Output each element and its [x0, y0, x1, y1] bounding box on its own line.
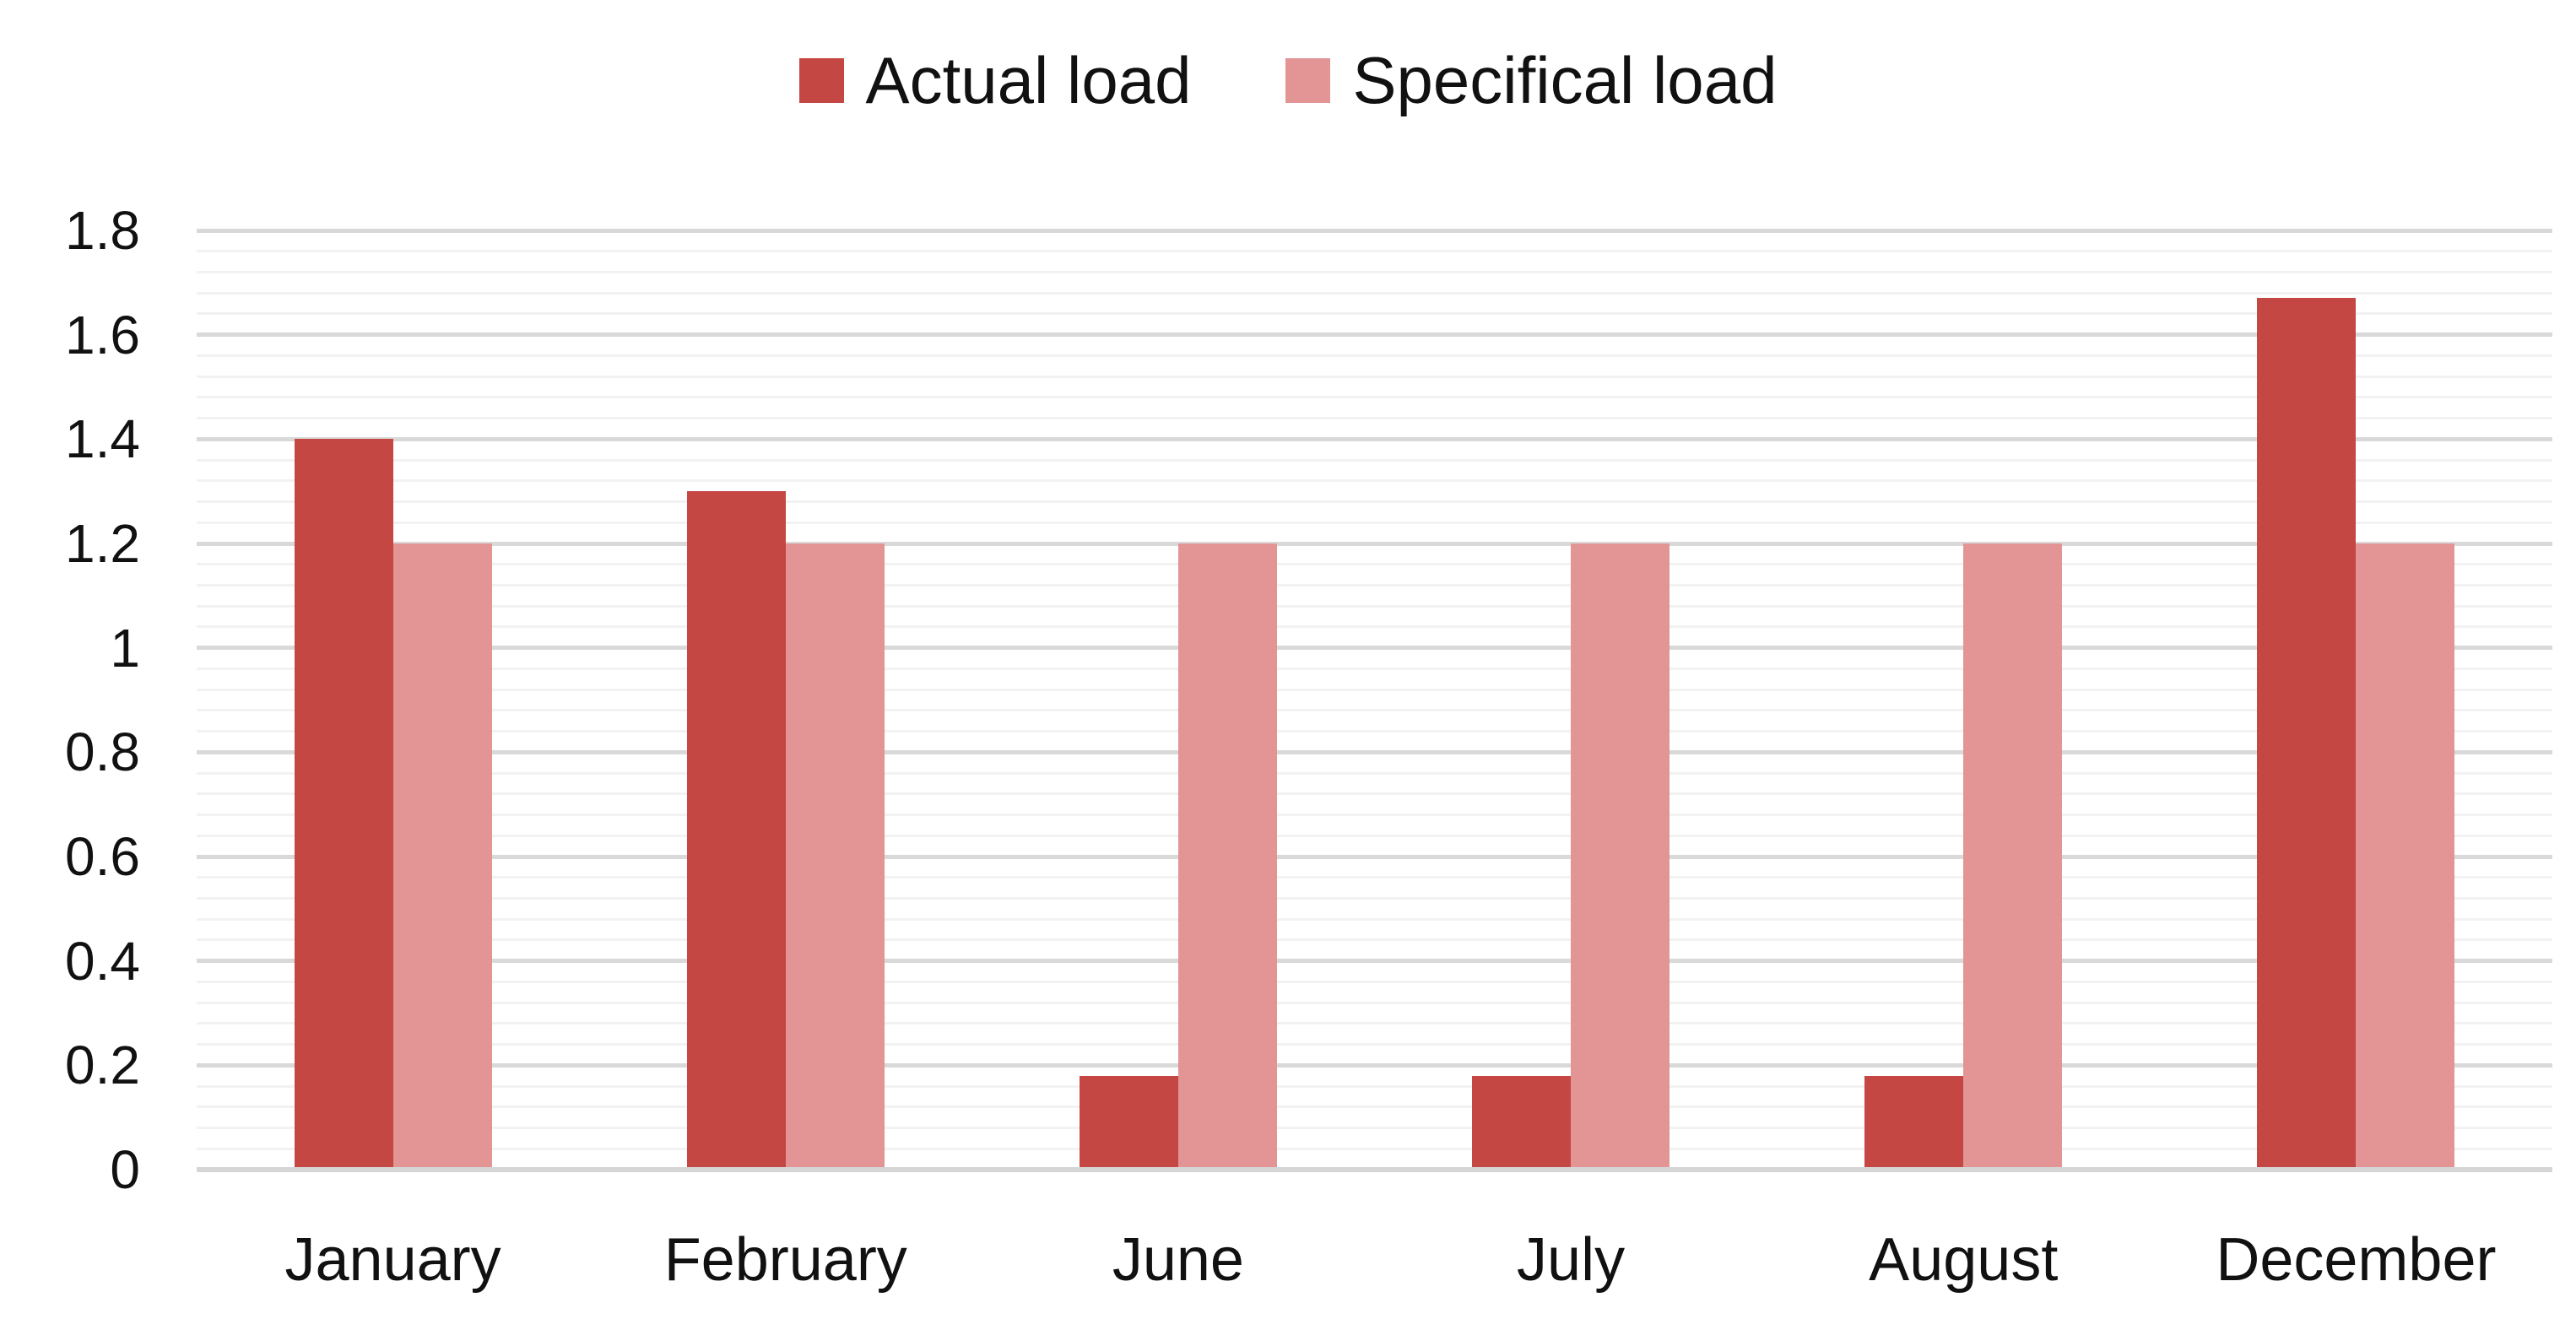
- chart-legend: Actual load Specifical load: [0, 30, 2576, 132]
- gridline-major: [197, 854, 2552, 859]
- gridline-minor: [197, 479, 2552, 483]
- bar-actual-load-january: [294, 439, 393, 1170]
- gridline-major: [197, 541, 2552, 546]
- gridline-minor: [197, 896, 2552, 900]
- gridline-minor: [197, 563, 2552, 566]
- gridline-minor: [197, 814, 2552, 817]
- gridline-minor: [197, 583, 2552, 587]
- y-tick-label-0.4: 0.4: [65, 930, 140, 992]
- legend-label-specifical-load: Specifical load: [1352, 43, 1778, 118]
- y-tick-label-1.4: 1.4: [65, 408, 140, 470]
- bar-specifical-load-january: [392, 543, 492, 1170]
- x-label-february: February: [663, 1226, 907, 1294]
- gridline-major: [197, 646, 2552, 651]
- gridline-major: [197, 959, 2552, 964]
- y-tick-label-1.2: 1.2: [65, 513, 140, 574]
- bar-specifical-load-june: [1177, 543, 1277, 1170]
- legend-item-specifical-load: Specifical load: [1285, 43, 1778, 118]
- x-label-june: June: [1112, 1226, 1244, 1294]
- gridline-minor: [197, 1084, 2552, 1088]
- gridline-minor: [197, 417, 2552, 420]
- gridline-minor: [197, 876, 2552, 879]
- gridline-minor: [197, 688, 2552, 691]
- gridline-minor: [197, 521, 2552, 524]
- gridline-minor: [197, 312, 2552, 316]
- y-tick-label-0: 0: [110, 1139, 140, 1200]
- gridline-minor: [197, 730, 2552, 733]
- gridline-minor: [197, 375, 2552, 378]
- gridline-minor: [197, 1147, 2552, 1150]
- gridline-minor: [197, 500, 2552, 504]
- gridline-minor: [197, 396, 2552, 399]
- gridline-minor: [197, 771, 2552, 775]
- gridline-minor: [197, 709, 2552, 712]
- gridline-minor: [197, 834, 2552, 837]
- y-tick-label-1.8: 1.8: [65, 200, 140, 261]
- y-tick-label-1: 1: [110, 617, 140, 678]
- bar-specifical-load-february: [785, 543, 885, 1170]
- gridline-minor: [197, 1001, 2552, 1004]
- bar-actual-load-august: [1864, 1075, 1964, 1170]
- bar-actual-load-february: [686, 491, 786, 1170]
- gridline-major: [197, 1062, 2552, 1068]
- gridline-major: [197, 332, 2552, 338]
- legend-swatch-actual-load-icon: [798, 58, 844, 104]
- bar-actual-load-december: [2257, 298, 2357, 1170]
- legend-label-actual-load: Actual load: [865, 43, 1192, 118]
- x-label-december: December: [2216, 1226, 2497, 1294]
- gridline-minor: [197, 270, 2552, 273]
- bar-specifical-load-december: [2356, 543, 2455, 1170]
- gridline-minor: [197, 291, 2552, 295]
- gridline-major: [197, 749, 2552, 754]
- gridline-minor: [197, 250, 2552, 253]
- gridline-minor: [197, 1043, 2552, 1046]
- gridline-minor: [197, 1105, 2552, 1109]
- gridline-minor: [197, 980, 2552, 983]
- bar-specifical-load-august: [1963, 543, 2063, 1170]
- gridline-minor: [197, 917, 2552, 921]
- bar-actual-load-july: [1472, 1075, 1572, 1170]
- gridline-minor: [197, 938, 2552, 942]
- gridline-minor: [197, 1127, 2552, 1130]
- bar-actual-load-june: [1079, 1075, 1178, 1170]
- x-label-january: January: [284, 1226, 501, 1294]
- legend-swatch-specifical-load-icon: [1285, 58, 1331, 104]
- gridline-major: [197, 436, 2552, 441]
- gridline-minor: [197, 354, 2552, 357]
- bar-specifical-load-july: [1571, 543, 1670, 1170]
- y-tick-label-1.6: 1.6: [65, 304, 140, 365]
- gridline-minor: [197, 458, 2552, 462]
- gridline-minor: [197, 604, 2552, 608]
- x-label-august: August: [1869, 1226, 2059, 1294]
- x-axis-line: [197, 1167, 2552, 1172]
- plot-area: [197, 228, 2552, 1170]
- gridline-minor: [197, 667, 2552, 670]
- gridline-minor: [197, 792, 2552, 796]
- y-tick-label-0.8: 0.8: [65, 722, 140, 783]
- gridline-minor: [197, 1022, 2552, 1025]
- y-tick-label-0.2: 0.2: [65, 1035, 140, 1096]
- legend-item-actual-load: Actual load: [798, 43, 1192, 118]
- x-label-july: July: [1517, 1226, 1626, 1294]
- y-tick-label-0.6: 0.6: [65, 826, 140, 887]
- gridline-major: [197, 228, 2552, 233]
- gridline-minor: [197, 625, 2552, 629]
